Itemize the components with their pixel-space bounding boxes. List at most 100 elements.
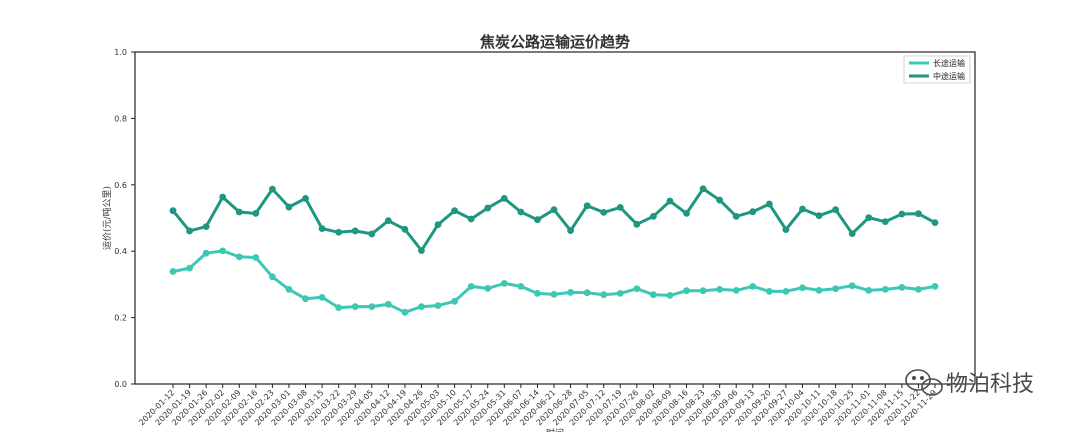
series-0-point bbox=[881, 285, 889, 293]
series-1-point bbox=[202, 223, 210, 231]
series-0-point bbox=[666, 291, 674, 299]
series-1-point bbox=[484, 204, 492, 212]
series-1-point bbox=[285, 203, 293, 211]
series-1-point bbox=[583, 202, 591, 210]
series-0-point bbox=[865, 286, 873, 294]
chart-title: 焦炭公路运输运价趋势 bbox=[479, 33, 630, 51]
x-axis-label: 时间 bbox=[546, 427, 564, 432]
series-0-point bbox=[567, 288, 574, 296]
series-1-point bbox=[749, 208, 757, 216]
series-1-point bbox=[268, 185, 276, 193]
series-line-0 bbox=[172, 249, 936, 314]
series-1-point bbox=[881, 218, 889, 226]
series-0-point bbox=[484, 284, 492, 292]
series-0-point bbox=[500, 280, 508, 287]
x-axis: 2020-01-122020-01-192020-01-262020-02-02… bbox=[137, 384, 938, 427]
legend: 长途运输 中途运输 bbox=[903, 55, 971, 84]
series-0-point bbox=[782, 287, 790, 295]
series-0-point bbox=[749, 282, 757, 290]
series-1-point bbox=[865, 214, 873, 222]
series-0-point bbox=[169, 268, 177, 275]
y-axis-label: 运价(元/吨公里) bbox=[101, 186, 113, 250]
series-1-point bbox=[782, 226, 790, 234]
series-0-point bbox=[832, 285, 840, 293]
series-1-point bbox=[600, 208, 608, 216]
y-tick-label: 1.0 bbox=[114, 48, 127, 57]
series-0-point bbox=[848, 282, 856, 290]
legend-box bbox=[903, 55, 971, 84]
series-1-point bbox=[567, 227, 574, 235]
series-1-point bbox=[699, 185, 707, 193]
legend-label-mid: 中途运输 bbox=[933, 71, 965, 81]
series-0-point bbox=[401, 308, 409, 316]
series-0-point bbox=[732, 286, 740, 294]
series-0-point bbox=[583, 289, 591, 297]
series-0-point bbox=[268, 273, 276, 281]
series-0-point bbox=[699, 287, 707, 295]
series-0-point bbox=[186, 264, 193, 272]
watermark-text: 物泊科技 bbox=[946, 372, 1034, 397]
series-1-point bbox=[467, 215, 475, 223]
series-1-point bbox=[666, 197, 674, 205]
series-1-point bbox=[815, 212, 823, 220]
series-0-point bbox=[683, 287, 690, 295]
series-1-point bbox=[235, 208, 243, 216]
series-0-point bbox=[716, 285, 724, 293]
series-group bbox=[169, 185, 939, 316]
series-0-point bbox=[517, 282, 525, 290]
y-tick-label: 0.0 bbox=[114, 380, 127, 389]
series-1-point bbox=[683, 209, 690, 217]
series-0-point bbox=[451, 297, 459, 305]
series-1-point bbox=[915, 210, 922, 218]
series-0-point bbox=[235, 253, 243, 261]
series-1-point bbox=[169, 207, 177, 215]
y-axis: 0.0 0.2 0.4 0.6 0.8 1.0 bbox=[114, 48, 135, 389]
series-0-point bbox=[931, 282, 939, 290]
series-0-point bbox=[285, 285, 293, 293]
series-1-point bbox=[534, 216, 541, 224]
series-1-point bbox=[517, 208, 525, 216]
series-1-point bbox=[335, 228, 343, 236]
y-tick-label: 0.2 bbox=[114, 314, 127, 323]
plot-frame bbox=[134, 51, 976, 385]
series-0-point bbox=[649, 291, 657, 299]
series-0-point bbox=[418, 303, 425, 311]
series-0-point bbox=[815, 286, 823, 294]
y-tick-label: 0.6 bbox=[114, 181, 127, 190]
series-1-point bbox=[368, 230, 376, 238]
series-1-point bbox=[219, 193, 227, 201]
legend-label-long: 长途运输 bbox=[933, 58, 965, 68]
series-1-point bbox=[401, 225, 409, 233]
series-0-point bbox=[202, 249, 210, 257]
series-1-point bbox=[649, 212, 657, 220]
series-0-point bbox=[633, 285, 641, 293]
series-1-point bbox=[384, 217, 392, 225]
series-0-point bbox=[550, 290, 558, 298]
series-1-point bbox=[351, 227, 359, 235]
series-1-point bbox=[451, 207, 459, 215]
series-1-point bbox=[434, 221, 442, 229]
series-0-point bbox=[434, 302, 442, 310]
series-1-point bbox=[500, 195, 508, 202]
series-1-point bbox=[186, 227, 193, 235]
series-0-point bbox=[351, 303, 359, 311]
series-0-point bbox=[600, 291, 608, 299]
series-0-point bbox=[318, 293, 326, 301]
series-1-point bbox=[318, 225, 326, 233]
series-1-point bbox=[832, 206, 840, 214]
series-0-point bbox=[335, 304, 343, 312]
series-0-point bbox=[616, 289, 624, 297]
series-1-point bbox=[799, 205, 806, 213]
series-0-point bbox=[534, 289, 541, 297]
series-0-point bbox=[467, 282, 475, 290]
series-0-point bbox=[898, 283, 906, 291]
series-1-point bbox=[716, 196, 724, 204]
series-1-point bbox=[550, 206, 558, 214]
series-1-point bbox=[848, 230, 856, 238]
y-tick-label: 0.8 bbox=[114, 114, 127, 123]
series-1-point bbox=[765, 200, 773, 208]
series-0-point bbox=[799, 284, 806, 292]
series-1-point bbox=[732, 212, 740, 220]
series-1-point bbox=[252, 209, 260, 217]
